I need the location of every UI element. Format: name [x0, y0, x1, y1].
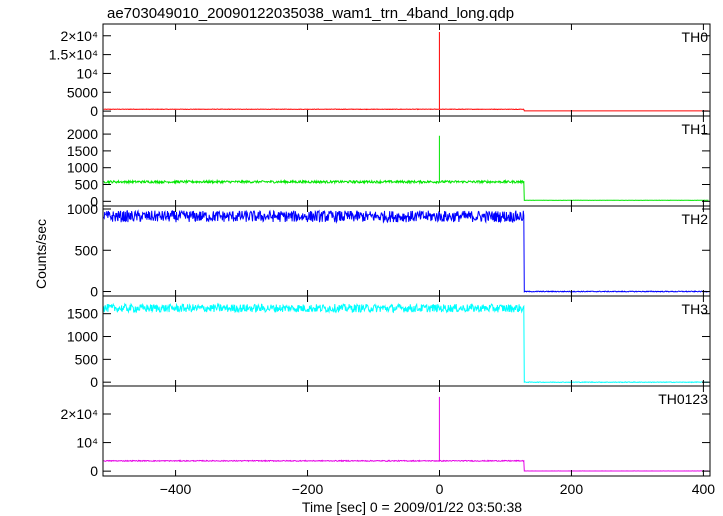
y-tick-label: 500 [75, 177, 99, 193]
y-tick-label: 0 [90, 284, 98, 300]
y-tick-label: 2000 [67, 126, 98, 142]
series-line-th2 [103, 209, 709, 293]
x-axis-label: Time [sec] 0 = 2009/01/22 03:50:38 [302, 499, 522, 515]
y-tick-label: 1500 [67, 306, 98, 322]
x-tick-label: 0 [436, 481, 444, 497]
panel-label: TH2 [682, 211, 709, 227]
series-line-th3 [103, 302, 709, 384]
panel-label: TH0 [682, 29, 709, 45]
panel-th0: 0 5000 10⁴ 1.5×10⁴ 2×10⁴ TH0 [49, 23, 711, 119]
panel-label: TH1 [682, 121, 709, 137]
x-tick-label: 200 [560, 481, 584, 497]
x-tick-label: 400 [692, 481, 716, 497]
y-tick-label: 5000 [67, 84, 98, 100]
y-tick-label: 2×10⁴ [60, 406, 98, 422]
y-tick-label: 10⁴ [76, 65, 98, 81]
panel-th2: 0 500 1000 TH2 [67, 201, 711, 300]
y-axis-label: Counts/sec [33, 219, 49, 289]
y-tick-label: 0 [90, 374, 98, 390]
y-tick-label: 0 [90, 193, 98, 209]
panel-th0123: 0 10⁴ 2×10⁴ TH0123 [60, 385, 711, 479]
series-line-th0123 [103, 396, 709, 472]
panel-frame [102, 23, 711, 117]
y-tick-label: 1000 [67, 201, 98, 217]
series-line-th0 [103, 32, 709, 112]
y-tick-label: 1500 [67, 143, 98, 159]
panel-label: TH3 [682, 301, 709, 317]
y-tick-label: 0 [90, 103, 98, 119]
y-tick-label: 500 [75, 242, 99, 258]
y-tick-label: 500 [75, 351, 99, 367]
panel-frame [102, 385, 711, 477]
x-tick-label: −200 [292, 481, 324, 497]
panel-th3: 0 500 1000 1500 TH3 [67, 295, 711, 390]
chart-title: ae703049010_20090122035038_wam1_trn_4ban… [107, 5, 514, 22]
y-tick-label: 1.5×10⁴ [49, 47, 98, 63]
panel-label: TH0123 [658, 391, 708, 407]
series-line-th1 [103, 135, 709, 201]
y-tick-label: 10⁴ [76, 435, 98, 451]
y-tick-label: 1000 [67, 329, 98, 345]
y-tick-label: 2×10⁴ [60, 28, 98, 44]
panel-frame [102, 115, 711, 207]
x-tick-label: −400 [160, 481, 192, 497]
y-tick-label: 0 [90, 463, 98, 479]
y-tick-label: 1000 [67, 160, 98, 176]
